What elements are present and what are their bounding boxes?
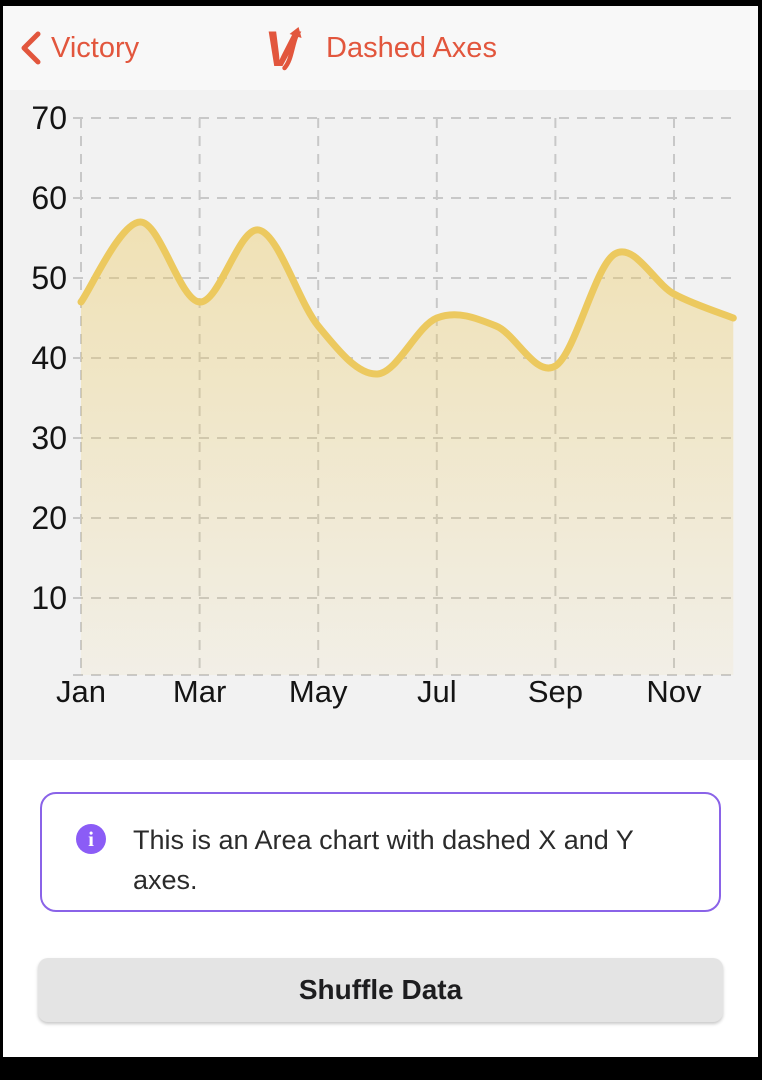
title-group: V Dashed Axes xyxy=(264,6,497,90)
device-bezel-left xyxy=(0,0,3,1080)
device-bezel-bottom xyxy=(0,1057,762,1080)
x-axis-label-Mar: Mar xyxy=(173,674,226,709)
header: Victory V Dashed Axes xyxy=(3,6,758,90)
svg-text:i: i xyxy=(88,827,94,851)
area-chart-svg: 10 20 30 40 50 60 70 Jan Mar May Jul Sep Nov xyxy=(31,100,737,709)
area-line xyxy=(77,218,737,378)
x-axis-label-Jan: Jan xyxy=(56,674,106,709)
y-axis-label-50: 50 xyxy=(31,260,67,296)
shuffle-data-button[interactable]: Shuffle Data xyxy=(38,958,723,1022)
info-box: i This is an Area chart with dashed X an… xyxy=(40,792,721,912)
victory-logo-icon: V xyxy=(264,22,314,74)
y-axis-label-20: 20 xyxy=(31,500,67,536)
x-axis-label-Jul: Jul xyxy=(417,674,457,709)
back-button-label: Victory xyxy=(51,31,140,64)
device-bezel-top xyxy=(0,0,762,6)
device-bezel-right xyxy=(758,0,762,1080)
info-icon: i xyxy=(75,823,107,855)
y-axis-label-60: 60 xyxy=(31,180,67,216)
y-axis-label-10: 10 xyxy=(31,580,67,616)
back-button[interactable]: Victory xyxy=(19,6,139,90)
y-axis-label-40: 40 xyxy=(31,340,67,376)
info-box-text: This is an Area chart with dashed X and … xyxy=(133,825,634,895)
content-section: i This is an Area chart with dashed X an… xyxy=(3,760,758,1057)
page-title: Dashed Axes xyxy=(326,31,497,64)
y-axis-label-70: 70 xyxy=(31,100,67,136)
x-axis-label-May: May xyxy=(289,674,348,709)
chevron-left-icon xyxy=(19,30,41,66)
chart-section: 10 20 30 40 50 60 70 Jan Mar May Jul Sep Nov xyxy=(3,90,758,760)
x-axis-label-Sep: Sep xyxy=(528,674,583,709)
area-fill xyxy=(81,222,734,675)
x-axis-label-Nov: Nov xyxy=(646,674,702,709)
y-axis-label-30: 30 xyxy=(31,420,67,456)
